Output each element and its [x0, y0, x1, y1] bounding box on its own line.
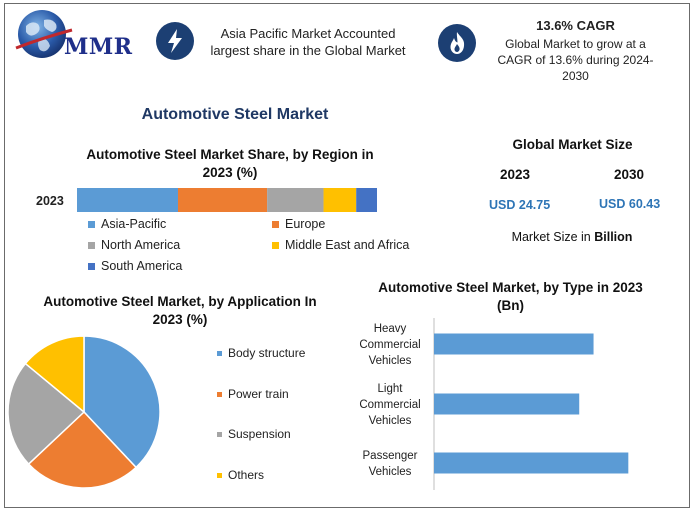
application-legend-item: Suspension	[217, 427, 291, 441]
legend-label: Body structure	[228, 346, 306, 360]
pie-slice-suspension	[7, 362, 86, 466]
type-category-label: Passenger Vehicles	[363, 450, 418, 478]
pie-slice-others	[24, 335, 85, 414]
legend-swatch	[88, 263, 95, 271]
legend-swatch	[272, 242, 279, 250]
lightning-icon	[156, 22, 194, 60]
market-size-unit: Market Size in Billion	[492, 230, 652, 244]
type-bar-passenger-vehicles	[434, 452, 629, 474]
region-segment-middle-east-and-africa	[323, 188, 357, 212]
main-title: Automotive Steel Market	[141, 106, 329, 123]
legend-label: Asia-Pacific	[101, 217, 167, 231]
region-legend-item: Middle East and Africa	[272, 238, 409, 252]
region-category-label: 2023	[36, 194, 64, 208]
region-legend-item: Europe	[272, 217, 325, 231]
legend-swatch	[88, 242, 95, 250]
legend-label: North America	[101, 238, 181, 252]
legend-swatch	[217, 391, 222, 397]
region-segment-asia-pacific	[77, 188, 178, 212]
legend-label: Europe	[285, 217, 326, 231]
header-card-text: Asia Pacific Market Accounted largest sh…	[210, 26, 406, 58]
region-legend: Asia-Pacific Europe North America Middle Ea…	[88, 217, 418, 277]
cagr-text: Global Market to grow at a CAGR of 13.6%…	[497, 37, 654, 83]
year-2023-label: 2023	[500, 167, 531, 182]
logo-text: MMR	[64, 34, 133, 60]
application-chart-title: Automotive Steel Market, by Application …	[43, 294, 317, 327]
region-chart-title: Automotive Steel Market Share, by Region…	[86, 147, 374, 180]
legend-label: Suspension	[228, 427, 291, 441]
value-2030: USD 60.43	[599, 197, 661, 211]
type-category-label: Heavy Commercial Vehicles	[359, 323, 420, 367]
global-size-title: Global Market Size	[512, 137, 633, 152]
legend-swatch	[272, 221, 279, 229]
application-pie-chart	[7, 335, 161, 489]
region-segment-north-america	[267, 188, 324, 212]
pie-slice-body-structure	[83, 335, 161, 469]
legend-label: South America	[101, 259, 183, 273]
cagr-heading: 13.6% CAGR	[536, 18, 615, 33]
region-stacked-bar	[77, 188, 377, 212]
type-bar-light-commercial-vehicles	[434, 393, 580, 415]
infographic-frame	[4, 3, 690, 508]
legend-swatch	[88, 221, 95, 229]
type-bar-heavy-commercial-vehicles	[434, 333, 594, 355]
legend-swatch	[217, 351, 222, 357]
type-bar-chart: Heavy Commercial Vehicles Light Commercial Ve…	[359, 318, 629, 490]
application-legend-item: Others	[217, 468, 264, 482]
pie-slice-power-train	[27, 410, 138, 489]
unit-bold: Billion	[594, 230, 633, 244]
legend-swatch	[217, 432, 222, 438]
application-legend: Body structure Power train Suspension Other…	[217, 346, 337, 486]
value-2023: USD 24.75	[489, 198, 551, 212]
region-legend-item: South America	[88, 259, 182, 273]
region-legend-item: North America	[88, 238, 180, 252]
region-segment-europe	[177, 188, 268, 212]
application-legend-item: Power train	[217, 387, 289, 401]
legend-label: Power train	[228, 386, 289, 401]
legend-label: Middle East and Africa	[285, 238, 410, 252]
region-segment-south-america	[356, 188, 377, 212]
application-legend-item: Body structure	[217, 346, 305, 360]
year-2030-label: 2030	[614, 167, 645, 182]
legend-swatch	[217, 472, 222, 478]
flame-icon	[438, 24, 476, 62]
region-legend-item: Asia-Pacific	[88, 217, 166, 231]
unit-prefix: Market Size in	[511, 230, 595, 244]
globe-logo-icon	[15, 10, 73, 58]
type-category-label: Light Commercial Vehicles	[359, 383, 420, 427]
type-chart-title: Automotive Steel Market, by Type in 2023…	[378, 280, 643, 313]
legend-label: Others	[228, 467, 265, 482]
